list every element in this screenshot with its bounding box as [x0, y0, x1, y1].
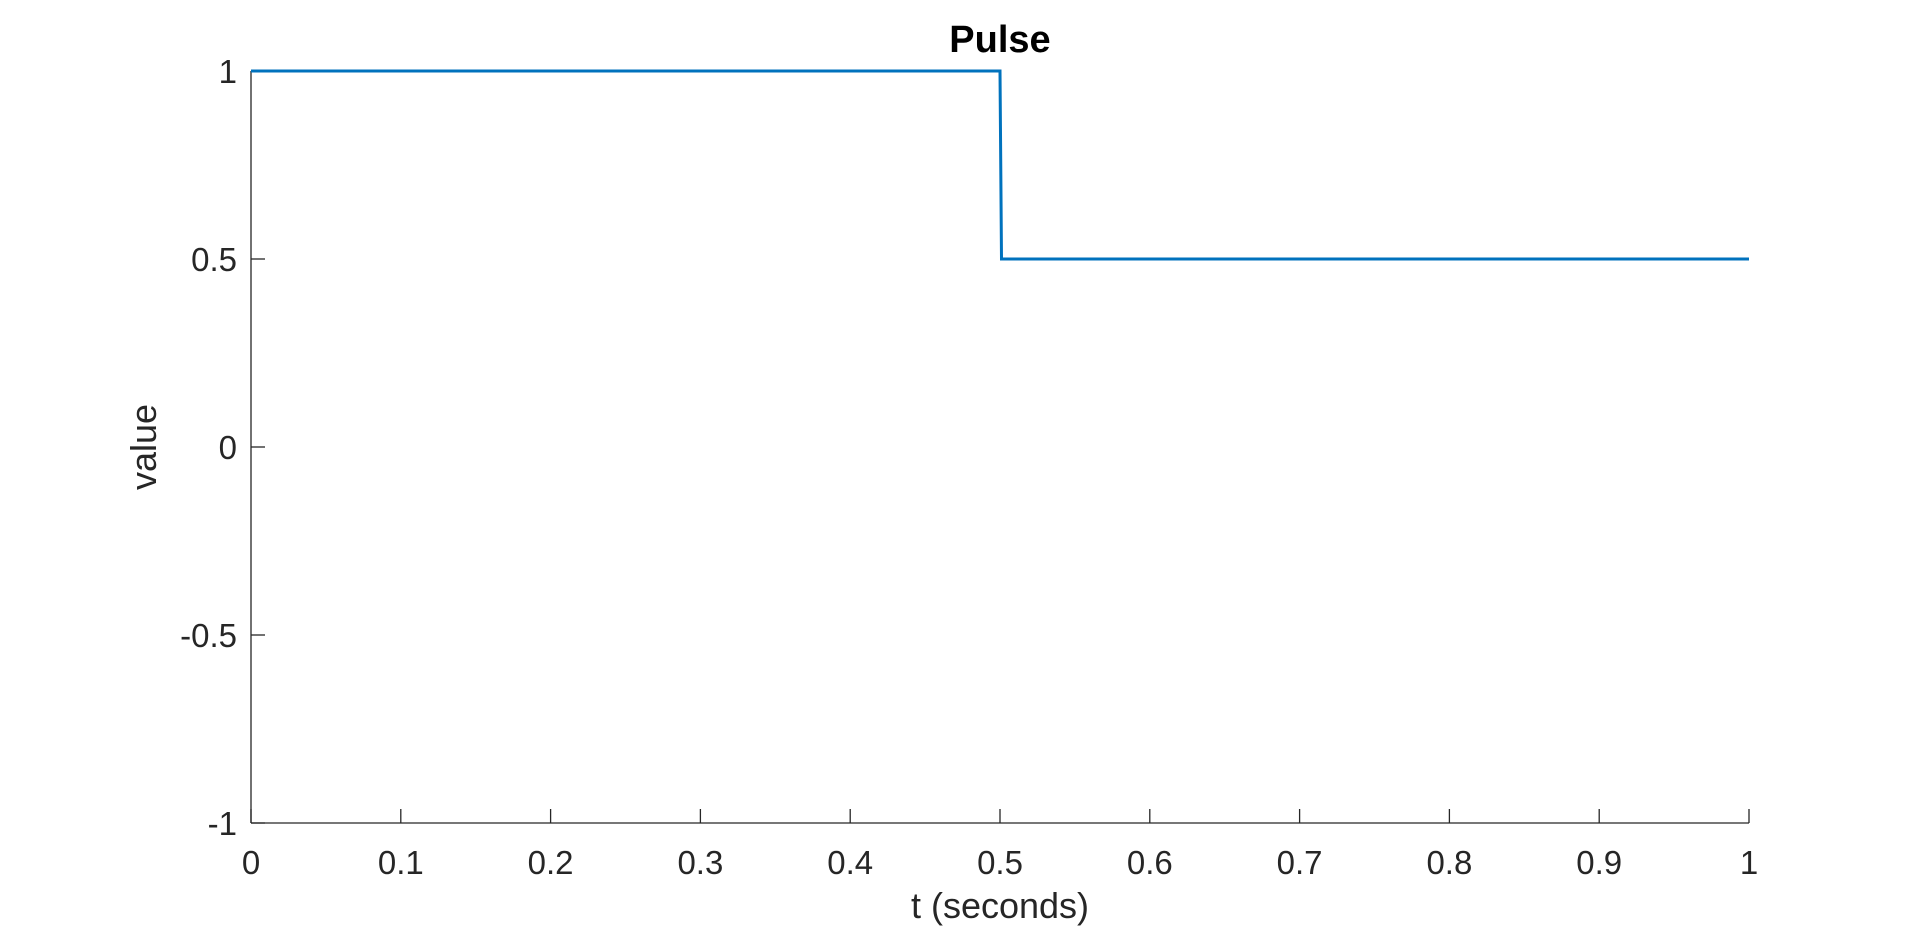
x-tick-label: 0.8: [1426, 844, 1472, 881]
chart-title: Pulse: [949, 19, 1050, 61]
x-tick-label: 0.7: [1277, 844, 1323, 881]
x-tick-label: 1: [1740, 844, 1758, 881]
x-tick-label: 0: [242, 844, 260, 881]
y-tick-label: 0.5: [191, 241, 237, 278]
y-axis-label: value: [123, 404, 164, 490]
tick-labels: 0 0.1 0.2 0.3 0.4 0.5 0.6 0.7 0.8 0.9 1 -1 -0.5 0 0.5 1: [180, 53, 1758, 881]
x-tick-label: 0.4: [827, 844, 873, 881]
series-line: [251, 69, 1749, 261]
axes: [250, 70, 1750, 824]
x-tick-label: 0.6: [1127, 844, 1173, 881]
y-tick-label: 1: [219, 53, 237, 90]
x-tick-label: 0.2: [528, 844, 574, 881]
x-tick-label: 0.5: [977, 844, 1023, 881]
x-tick-label: 0.3: [677, 844, 723, 881]
x-tick-label: 0.1: [378, 844, 424, 881]
x-axis-label: t (seconds): [911, 885, 1089, 926]
series-layer: [251, 69, 1749, 261]
y-tick-label: 0: [219, 429, 237, 466]
x-tick-label: 0.9: [1576, 844, 1622, 881]
y-tick-label: -0.5: [180, 617, 237, 654]
y-tick-label: -1: [208, 805, 237, 842]
